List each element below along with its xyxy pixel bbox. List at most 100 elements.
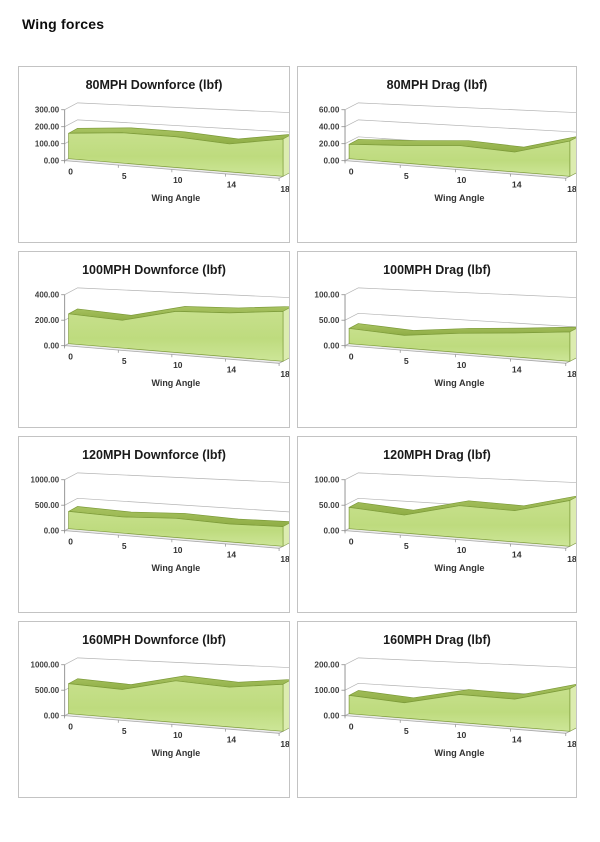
svg-text:5: 5 bbox=[404, 541, 409, 551]
svg-text:0: 0 bbox=[68, 166, 73, 176]
svg-text:500.00: 500.00 bbox=[35, 501, 60, 510]
svg-text:14: 14 bbox=[512, 365, 522, 375]
svg-text:5: 5 bbox=[404, 171, 409, 181]
svg-text:14: 14 bbox=[227, 365, 237, 375]
chart-title: 80MPH Drag (lbf) bbox=[386, 78, 488, 92]
svg-text:18: 18 bbox=[280, 554, 289, 564]
svg-text:60.00: 60.00 bbox=[319, 106, 340, 115]
chart-cell-100mph-drag: 100MPH Drag (lbf) 100.00 50.00 0.00 0 5 10 14 1… bbox=[297, 251, 577, 428]
svg-text:300.00: 300.00 bbox=[35, 106, 60, 115]
svg-text:18: 18 bbox=[567, 184, 576, 194]
svg-text:10: 10 bbox=[457, 730, 467, 740]
svg-text:400.00: 400.00 bbox=[35, 291, 60, 300]
svg-text:14: 14 bbox=[512, 735, 522, 745]
svg-text:Wing Angle: Wing Angle bbox=[152, 748, 201, 758]
chart-title: 160MPH Drag (lbf) bbox=[383, 633, 491, 647]
svg-text:5: 5 bbox=[404, 726, 409, 736]
svg-text:40.00: 40.00 bbox=[319, 123, 340, 132]
svg-text:10: 10 bbox=[457, 175, 467, 185]
svg-text:18: 18 bbox=[567, 369, 576, 379]
svg-text:5: 5 bbox=[404, 356, 409, 366]
area-chart: 60.00 40.00 20.00 0.00 0 5 10 14 18 Wing Angle bbox=[319, 102, 576, 203]
svg-text:0.00: 0.00 bbox=[323, 527, 339, 536]
svg-text:0: 0 bbox=[68, 536, 73, 546]
svg-text:0.00: 0.00 bbox=[323, 342, 339, 351]
charts-grid: 80MPH Downforce (lbf) 300.00 200.00 100.00… bbox=[18, 66, 577, 798]
svg-text:10: 10 bbox=[173, 545, 183, 555]
svg-text:10: 10 bbox=[457, 545, 467, 555]
svg-text:1000.00: 1000.00 bbox=[31, 661, 60, 670]
chart-cell-80mph-downforce: 80MPH Downforce (lbf) 300.00 200.00 100.00… bbox=[18, 66, 290, 243]
chart-cell-120mph-drag: 120MPH Drag (lbf) 100.00 50.00 0.00 0 5 10 14 1… bbox=[297, 436, 577, 613]
area-chart: 300.00 200.00 100.00 0.00 0 5 10 14 18 Wing Angle bbox=[35, 102, 289, 203]
svg-text:10: 10 bbox=[457, 360, 467, 370]
svg-text:50.00: 50.00 bbox=[319, 316, 340, 325]
svg-text:20.00: 20.00 bbox=[319, 140, 340, 149]
svg-text:0: 0 bbox=[349, 722, 354, 732]
svg-text:Wing Angle: Wing Angle bbox=[434, 748, 484, 758]
chart-title: 120MPH Downforce (lbf) bbox=[82, 448, 226, 462]
svg-text:14: 14 bbox=[227, 735, 237, 745]
svg-text:18: 18 bbox=[567, 554, 576, 564]
svg-text:5: 5 bbox=[122, 726, 127, 736]
svg-text:100.00: 100.00 bbox=[314, 686, 340, 695]
chart-cell-100mph-downforce: 100MPH Downforce (lbf) 400.00 200.00 0.00 0… bbox=[18, 251, 290, 428]
svg-text:0.00: 0.00 bbox=[323, 157, 339, 166]
chart-title: 100MPH Drag (lbf) bbox=[383, 263, 491, 277]
svg-text:0.00: 0.00 bbox=[44, 156, 60, 165]
svg-text:50.00: 50.00 bbox=[319, 501, 340, 510]
svg-text:100.00: 100.00 bbox=[314, 291, 340, 300]
chart-cell-160mph-drag: 160MPH Drag (lbf) 200.00 100.00 0.00 0 5 10 14… bbox=[297, 621, 577, 798]
svg-text:Wing Angle: Wing Angle bbox=[434, 193, 484, 203]
chart-title: 80MPH Downforce (lbf) bbox=[85, 78, 223, 92]
svg-text:18: 18 bbox=[567, 739, 576, 749]
svg-text:10: 10 bbox=[173, 730, 183, 740]
svg-text:200.00: 200.00 bbox=[35, 122, 60, 131]
svg-text:0.00: 0.00 bbox=[44, 526, 60, 535]
svg-text:500.00: 500.00 bbox=[35, 686, 60, 695]
svg-text:Wing Angle: Wing Angle bbox=[152, 193, 201, 203]
page-title: Wing forces bbox=[22, 16, 105, 32]
svg-text:0: 0 bbox=[349, 537, 354, 547]
svg-text:1000.00: 1000.00 bbox=[31, 476, 60, 485]
svg-text:14: 14 bbox=[227, 550, 237, 560]
svg-text:18: 18 bbox=[280, 184, 289, 194]
area-chart: 1000.00 500.00 0.00 0 5 10 14 18 Wing Angle bbox=[31, 472, 289, 573]
chart-title: 100MPH Downforce (lbf) bbox=[82, 263, 226, 277]
svg-text:Wing Angle: Wing Angle bbox=[152, 563, 201, 573]
area-chart: 100.00 50.00 0.00 0 5 10 14 18 Wing Angle bbox=[314, 472, 576, 573]
svg-text:14: 14 bbox=[227, 180, 237, 190]
svg-text:0: 0 bbox=[68, 351, 73, 361]
svg-text:5: 5 bbox=[122, 171, 127, 181]
svg-text:0.00: 0.00 bbox=[44, 341, 60, 350]
chart-cell-80mph-drag: 80MPH Drag (lbf) 60.00 40.00 20.00 0.00 0 5 10… bbox=[297, 66, 577, 243]
svg-text:Wing Angle: Wing Angle bbox=[152, 378, 201, 388]
svg-text:Wing Angle: Wing Angle bbox=[434, 378, 484, 388]
area-chart: 100.00 50.00 0.00 0 5 10 14 18 Wing Angle bbox=[314, 287, 576, 388]
area-chart: 200.00 100.00 0.00 0 5 10 14 18 Wing Angle bbox=[314, 657, 576, 758]
chart-cell-120mph-downforce: 120MPH Downforce (lbf) 1000.00 500.00 0.00… bbox=[18, 436, 290, 613]
svg-text:100.00: 100.00 bbox=[314, 476, 340, 485]
area-chart: 400.00 200.00 0.00 0 5 10 14 18 Wing Angle bbox=[35, 287, 289, 388]
svg-text:200.00: 200.00 bbox=[314, 661, 340, 670]
chart-title: 120MPH Drag (lbf) bbox=[383, 448, 491, 462]
svg-text:5: 5 bbox=[122, 541, 127, 551]
svg-text:10: 10 bbox=[173, 175, 183, 185]
svg-text:0.00: 0.00 bbox=[44, 711, 60, 720]
svg-text:0: 0 bbox=[349, 167, 354, 177]
svg-text:Wing Angle: Wing Angle bbox=[434, 563, 484, 573]
svg-text:100.00: 100.00 bbox=[35, 139, 60, 148]
svg-text:0: 0 bbox=[68, 721, 73, 731]
svg-text:18: 18 bbox=[280, 739, 289, 749]
area-chart: 1000.00 500.00 0.00 0 5 10 14 18 Wing Angle bbox=[31, 657, 289, 758]
svg-text:14: 14 bbox=[512, 180, 522, 190]
svg-text:18: 18 bbox=[280, 369, 289, 379]
svg-text:10: 10 bbox=[173, 360, 183, 370]
chart-cell-160mph-downforce: 160MPH Downforce (lbf) 1000.00 500.00 0.00… bbox=[18, 621, 290, 798]
svg-text:0: 0 bbox=[349, 352, 354, 362]
chart-title: 160MPH Downforce (lbf) bbox=[82, 633, 226, 647]
svg-text:200.00: 200.00 bbox=[35, 316, 60, 325]
svg-text:14: 14 bbox=[512, 550, 522, 560]
svg-text:0.00: 0.00 bbox=[323, 712, 339, 721]
